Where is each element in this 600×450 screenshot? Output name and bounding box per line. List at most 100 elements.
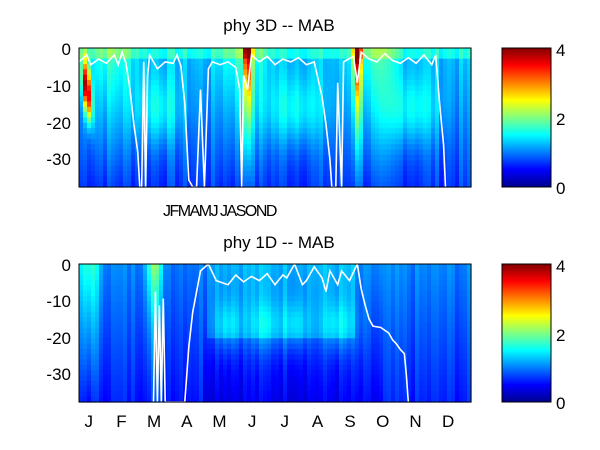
heatmap-cell — [303, 311, 308, 318]
heatmap-cell — [347, 154, 352, 161]
heatmap-cell — [135, 90, 140, 97]
heatmap-cell — [411, 327, 416, 334]
heatmap-cell — [123, 106, 128, 113]
heatmap-cell — [347, 301, 352, 308]
heatmap-cell — [407, 290, 412, 297]
heatmap-cell — [115, 133, 120, 140]
heatmap-cell — [143, 359, 148, 366]
heatmap-cell — [447, 96, 452, 103]
heatmap-cell — [411, 117, 416, 124]
heatmap-cell — [267, 380, 272, 387]
heatmap-cell — [223, 64, 228, 70]
heatmap-cell — [175, 112, 180, 119]
heatmap-cell — [355, 58, 360, 65]
heatmap-cell — [83, 160, 88, 167]
heatmap-cell — [319, 106, 324, 113]
heatmap-cell — [467, 85, 472, 92]
heatmap-cell — [339, 138, 344, 145]
heatmap-cell — [103, 380, 108, 387]
heatmap-cell — [395, 285, 400, 292]
heatmap-cell — [223, 58, 228, 65]
heatmap-cell — [343, 117, 348, 124]
heatmap-cell — [263, 375, 268, 382]
heatmap-cell — [379, 348, 384, 355]
heatmap-cell — [371, 181, 376, 188]
heatmap-cell — [167, 333, 172, 339]
heatmap-cell — [131, 317, 136, 323]
heatmap-cell — [211, 96, 216, 103]
heatmap-cell — [431, 391, 436, 398]
heatmap-cell — [435, 285, 440, 292]
heatmap-cell — [159, 154, 164, 161]
heatmap-cell — [199, 279, 204, 286]
heatmap-cell — [95, 85, 100, 92]
heatmap-cell — [259, 176, 264, 183]
heatmap-cell — [359, 295, 364, 302]
heatmap-cell — [163, 285, 168, 292]
heatmap-cell — [175, 154, 180, 161]
heatmap-cell — [207, 106, 212, 113]
heatmap-cell — [283, 80, 288, 87]
heatmap-cell — [447, 338, 452, 345]
heatmap-cell — [407, 149, 412, 156]
heatmap-cell — [339, 327, 344, 334]
heatmap-cell — [323, 375, 328, 382]
heatmap-cell — [87, 333, 92, 339]
heatmap-cell — [287, 85, 292, 92]
heatmap-cell — [187, 359, 192, 366]
heatmap-cell — [443, 343, 448, 350]
heatmap-cell — [371, 370, 376, 377]
heatmap-cell — [227, 74, 232, 81]
heatmap-cell — [415, 90, 420, 97]
heatmap-cell — [195, 101, 200, 108]
heatmap-cell — [327, 165, 332, 172]
heatmap-cell — [175, 306, 180, 313]
heatmap-cell — [319, 69, 324, 76]
heatmap-cell — [175, 264, 180, 270]
heatmap-cell — [155, 338, 160, 345]
heatmap-cell — [331, 181, 336, 188]
heatmap-cell — [275, 396, 280, 403]
heatmap-cell — [231, 306, 236, 313]
heatmap-cell — [443, 138, 448, 145]
heatmap-cell — [223, 122, 228, 129]
heatmap-cell — [107, 58, 112, 65]
heatmap-cell — [163, 295, 168, 302]
heatmap-cell — [435, 279, 440, 286]
heatmap-cell — [455, 53, 460, 60]
heatmap-cell — [159, 138, 164, 145]
heatmap-cell — [371, 274, 376, 281]
heatmap-cell — [375, 317, 380, 323]
heatmap-cell — [399, 375, 404, 382]
heatmap-cell — [79, 176, 84, 183]
heatmap-cell — [179, 274, 184, 281]
heatmap-cell — [267, 396, 272, 403]
heatmap-cell — [99, 301, 104, 308]
heatmap-cell — [339, 343, 344, 350]
heatmap-cell — [247, 58, 252, 65]
heatmap-cell — [351, 149, 356, 156]
heatmap-cell — [463, 80, 468, 87]
heatmap-cell — [111, 96, 116, 103]
heatmap-cell — [175, 69, 180, 76]
heatmap-cell — [251, 348, 256, 355]
heatmap-cell — [331, 85, 336, 92]
heatmap-cell — [423, 269, 428, 276]
heatmap-cell — [467, 154, 472, 161]
heatmap-cell — [435, 343, 440, 350]
heatmap-cell — [467, 58, 472, 65]
heatmap-cell — [191, 74, 196, 81]
heatmap-cell — [211, 380, 216, 387]
heatmap-cell — [263, 74, 268, 81]
heatmap-cell — [207, 306, 212, 313]
heatmap-cell — [447, 274, 452, 281]
heatmap-cell — [387, 165, 392, 172]
heatmap-cell — [451, 106, 456, 113]
heatmap-cell — [267, 269, 272, 276]
heatmap-cell — [263, 106, 268, 113]
heatmap-cell — [159, 181, 164, 188]
heatmap-cell — [319, 176, 324, 183]
heatmap-cell — [255, 165, 260, 172]
heatmap-cell — [235, 322, 240, 329]
heatmap-cell — [235, 85, 240, 92]
